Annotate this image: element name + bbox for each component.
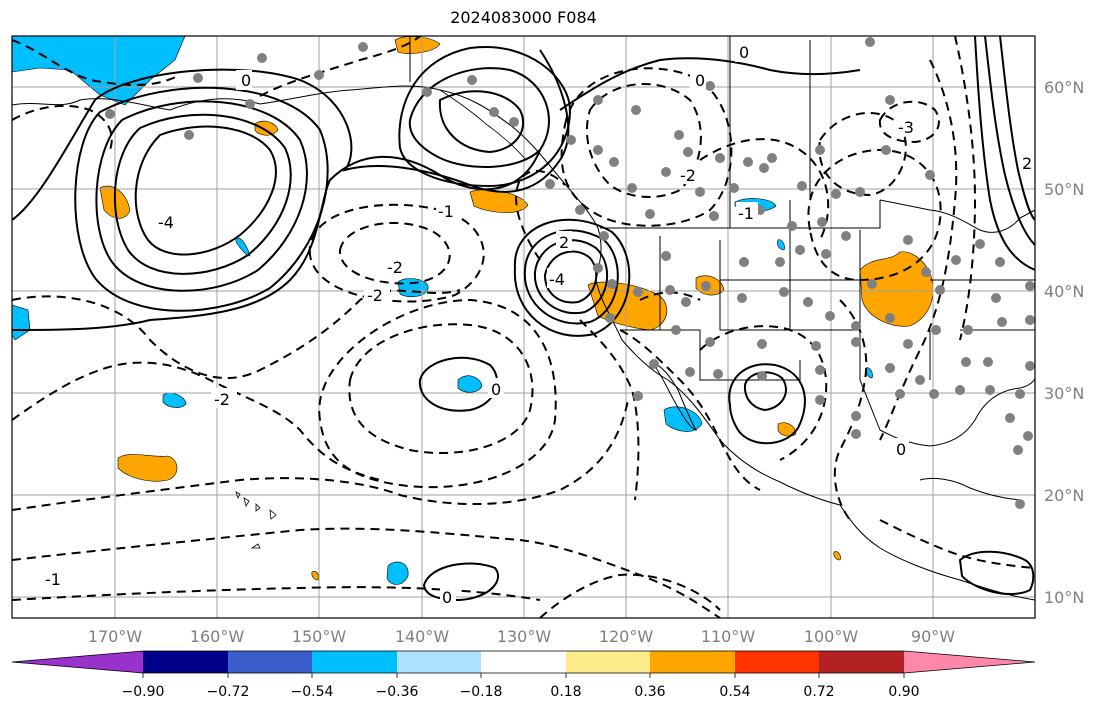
contour-label: -2 xyxy=(387,258,403,277)
colorbar-extend-high xyxy=(904,651,1035,673)
colorbar-segment xyxy=(566,651,650,673)
lon-label: 100°W xyxy=(804,627,859,646)
colorbar-segment xyxy=(650,651,735,673)
longitude-labels: 170°W 160°W 150°W 140°W 130°W 120°W 110°… xyxy=(88,627,955,646)
lat-label: 50°N xyxy=(1044,180,1084,199)
contour-label: 0 xyxy=(739,43,749,62)
colorbar-segment xyxy=(312,651,397,673)
lon-label: 110°W xyxy=(701,627,756,646)
colorbar-tick-label: −0.90 xyxy=(122,684,165,700)
lat-label: 60°N xyxy=(1044,78,1084,97)
contour-label: 0 xyxy=(491,380,501,399)
lon-label: 120°W xyxy=(599,627,654,646)
colorbar-extend-low xyxy=(12,651,143,673)
contour-label: -1 xyxy=(738,204,754,223)
lon-label: 170°W xyxy=(88,627,143,646)
contour-label: -2 xyxy=(367,286,383,305)
contour-label: 0 xyxy=(241,71,251,90)
colorbar-tick-label: −0.18 xyxy=(460,684,503,700)
lon-label: 130°W xyxy=(497,627,552,646)
colorbar-segment xyxy=(228,651,312,673)
contour-label: -1 xyxy=(45,570,61,589)
contour-label: -2 xyxy=(680,166,696,185)
chart-title: 2024083000 F084 xyxy=(450,8,597,27)
contour-labels: 0 0 0 -2 -2 -2 -1 2 0 -4 -2 0 -1 0 2 -1 … xyxy=(42,42,1035,607)
colorbar-tick-label: 0.90 xyxy=(888,684,919,700)
colorbar-segment xyxy=(481,651,566,673)
colorbar-tick-label: 0.72 xyxy=(803,684,834,700)
colorbar-tick-label: 0.18 xyxy=(550,684,581,700)
colorbar-tick-label: −0.36 xyxy=(376,684,419,700)
contour-label: 2 xyxy=(1022,154,1032,173)
contour-label: -4 xyxy=(158,213,174,232)
lon-label: 140°W xyxy=(395,627,450,646)
contour-label: 2 xyxy=(559,233,569,252)
lon-label: 90°W xyxy=(911,627,955,646)
contour-label: -2 xyxy=(214,390,230,409)
lat-label: 30°N xyxy=(1044,384,1084,403)
contour-label: 0 xyxy=(896,440,906,459)
colorbar-segment xyxy=(143,651,228,673)
colorbar-segment xyxy=(735,651,819,673)
lon-label: 160°W xyxy=(190,627,245,646)
colorbar-tick-label: 0.36 xyxy=(634,684,665,700)
lon-label: 150°W xyxy=(292,627,347,646)
colorbar-tick-label: 0.54 xyxy=(719,684,750,700)
contour-label: 0 xyxy=(442,588,452,607)
contour-label: -4 xyxy=(549,270,565,289)
contour-label: -3 xyxy=(898,118,914,137)
lat-label: 10°N xyxy=(1044,588,1084,607)
colorbar-tick-label: −0.72 xyxy=(207,684,250,700)
negative-contours xyxy=(12,36,1035,618)
colorbar: −0.90 −0.72 −0.54 −0.36 −0.18 0.18 0.36 … xyxy=(11,650,1036,700)
colorbar-segment xyxy=(819,651,904,673)
latitude-labels: 60°N 50°N 40°N 30°N 20°N 10°N xyxy=(1044,78,1084,607)
islands xyxy=(235,89,527,549)
lat-label: 40°N xyxy=(1044,282,1084,301)
contour-label: -1 xyxy=(438,202,454,221)
plot-frame xyxy=(11,35,1036,619)
colorbar-tick-label: −0.54 xyxy=(291,684,334,700)
contour-label: 0 xyxy=(695,71,705,90)
lat-label: 20°N xyxy=(1044,486,1084,505)
colorbar-segment xyxy=(397,651,481,673)
